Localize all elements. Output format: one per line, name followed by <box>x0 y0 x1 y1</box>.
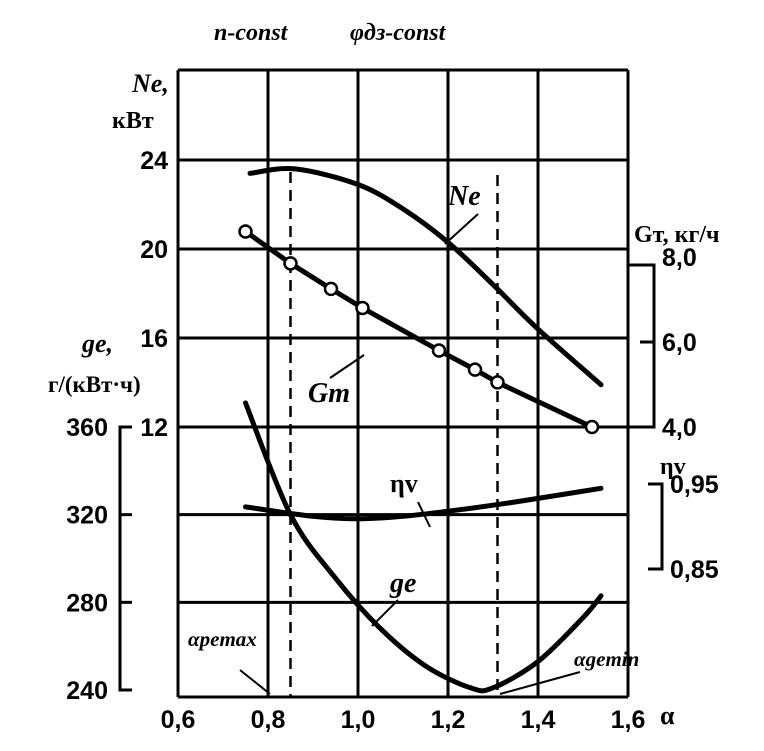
x-tick-label: 1,2 <box>431 706 466 734</box>
etav-tick-label: 0,95 <box>670 471 719 499</box>
series-label-etav: ηv <box>390 469 418 498</box>
ne-tick-label: 20 <box>140 236 168 264</box>
header-right: φдз-const <box>350 20 447 46</box>
ne-tick-label: 16 <box>140 325 168 353</box>
series-line-ge <box>243 400 604 694</box>
data-point-gt <box>490 375 505 390</box>
ge-tick-label: 320 <box>66 502 108 530</box>
data-point-gt <box>283 256 298 271</box>
etav-axis-label: ηv <box>660 454 686 480</box>
series-label-ge: ge <box>389 568 416 599</box>
leader-ne <box>444 213 479 245</box>
ne-axis-unit: кВт <box>112 108 154 134</box>
etav-bracket <box>648 482 664 571</box>
ne-axis-label: Ne, <box>131 69 169 98</box>
x-tick-label: 1,0 <box>341 706 376 734</box>
texts: n-const φдз-const Ne, кВт ge, г/(кВт·ч) … <box>48 20 720 730</box>
leader-gt <box>329 354 365 379</box>
grid <box>118 68 664 699</box>
leader-ge <box>371 599 399 627</box>
leader-apemax <box>239 669 271 695</box>
x-axis-label: α <box>660 701 675 730</box>
ge-axis-label: ge, <box>81 329 113 358</box>
ge-axis-unit: г/(кВт·ч) <box>48 372 141 397</box>
annotation-agemin: αgemin <box>574 647 639 671</box>
gt-bracket <box>628 263 656 429</box>
header-left: n-const <box>214 20 289 46</box>
ne-tick-label: 12 <box>140 414 168 442</box>
marks: 0,6 0,8 1,0 1,2 1,4 1,6 12 16 20 24 240 280 320 360 4,… <box>66 147 718 734</box>
ne-tick-label: 24 <box>140 147 168 175</box>
data-point-gt <box>467 362 483 377</box>
ge-tick-label: 280 <box>66 589 108 617</box>
curves <box>238 166 604 694</box>
leader-agemin <box>499 671 581 695</box>
annotation-apemax: αpemax <box>188 627 257 651</box>
x-tick-label: 1,4 <box>521 706 556 734</box>
x-tick-label: 0,6 <box>161 706 196 734</box>
data-point-gt <box>323 281 339 297</box>
gt-axis-label: Gт, кг/ч <box>634 222 720 248</box>
series-label-gt: Gт <box>308 378 350 409</box>
gt-tick-label: 4,0 <box>662 414 697 442</box>
x-tick-label: 0,8 <box>251 706 286 734</box>
gt-tick-label: 6,0 <box>662 329 697 357</box>
ge-tick-label: 240 <box>66 677 108 705</box>
data-point-gt <box>584 419 600 435</box>
series-line-etav <box>243 485 604 522</box>
ge-tick-label: 360 <box>66 414 108 442</box>
data-point-gt <box>355 300 370 316</box>
gt-tick-label: 8,0 <box>662 244 697 272</box>
data-point-gt <box>238 224 253 239</box>
series-line-ne <box>247 166 604 388</box>
x-tick-label: 1,6 <box>611 706 646 734</box>
etav-tick-label: 0,85 <box>670 556 719 584</box>
ge-bracket <box>118 425 132 692</box>
data-point-gt <box>431 343 447 358</box>
leader-etav <box>417 501 431 528</box>
series-label-ne: Ne <box>447 181 481 212</box>
